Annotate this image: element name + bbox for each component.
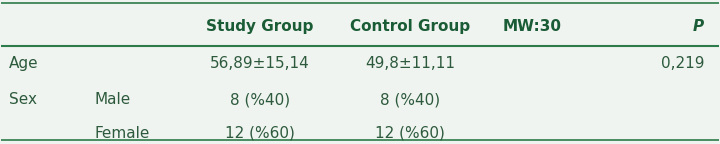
Text: Sex: Sex bbox=[9, 92, 37, 107]
Text: Control Group: Control Group bbox=[350, 19, 470, 34]
Text: Study Group: Study Group bbox=[206, 19, 313, 34]
Text: MW:30: MW:30 bbox=[503, 19, 562, 34]
Text: Male: Male bbox=[94, 92, 131, 107]
Text: 49,8±11,11: 49,8±11,11 bbox=[365, 56, 455, 71]
Text: 0,219: 0,219 bbox=[661, 56, 704, 71]
Text: Age: Age bbox=[9, 56, 38, 71]
Text: Female: Female bbox=[94, 126, 150, 141]
Text: 56,89±15,14: 56,89±15,14 bbox=[210, 56, 310, 71]
Text: 12 (%60): 12 (%60) bbox=[375, 126, 445, 141]
Text: 8 (%40): 8 (%40) bbox=[230, 92, 289, 107]
Text: 12 (%60): 12 (%60) bbox=[225, 126, 294, 141]
Text: 8 (%40): 8 (%40) bbox=[380, 92, 440, 107]
Text: P: P bbox=[693, 19, 704, 34]
